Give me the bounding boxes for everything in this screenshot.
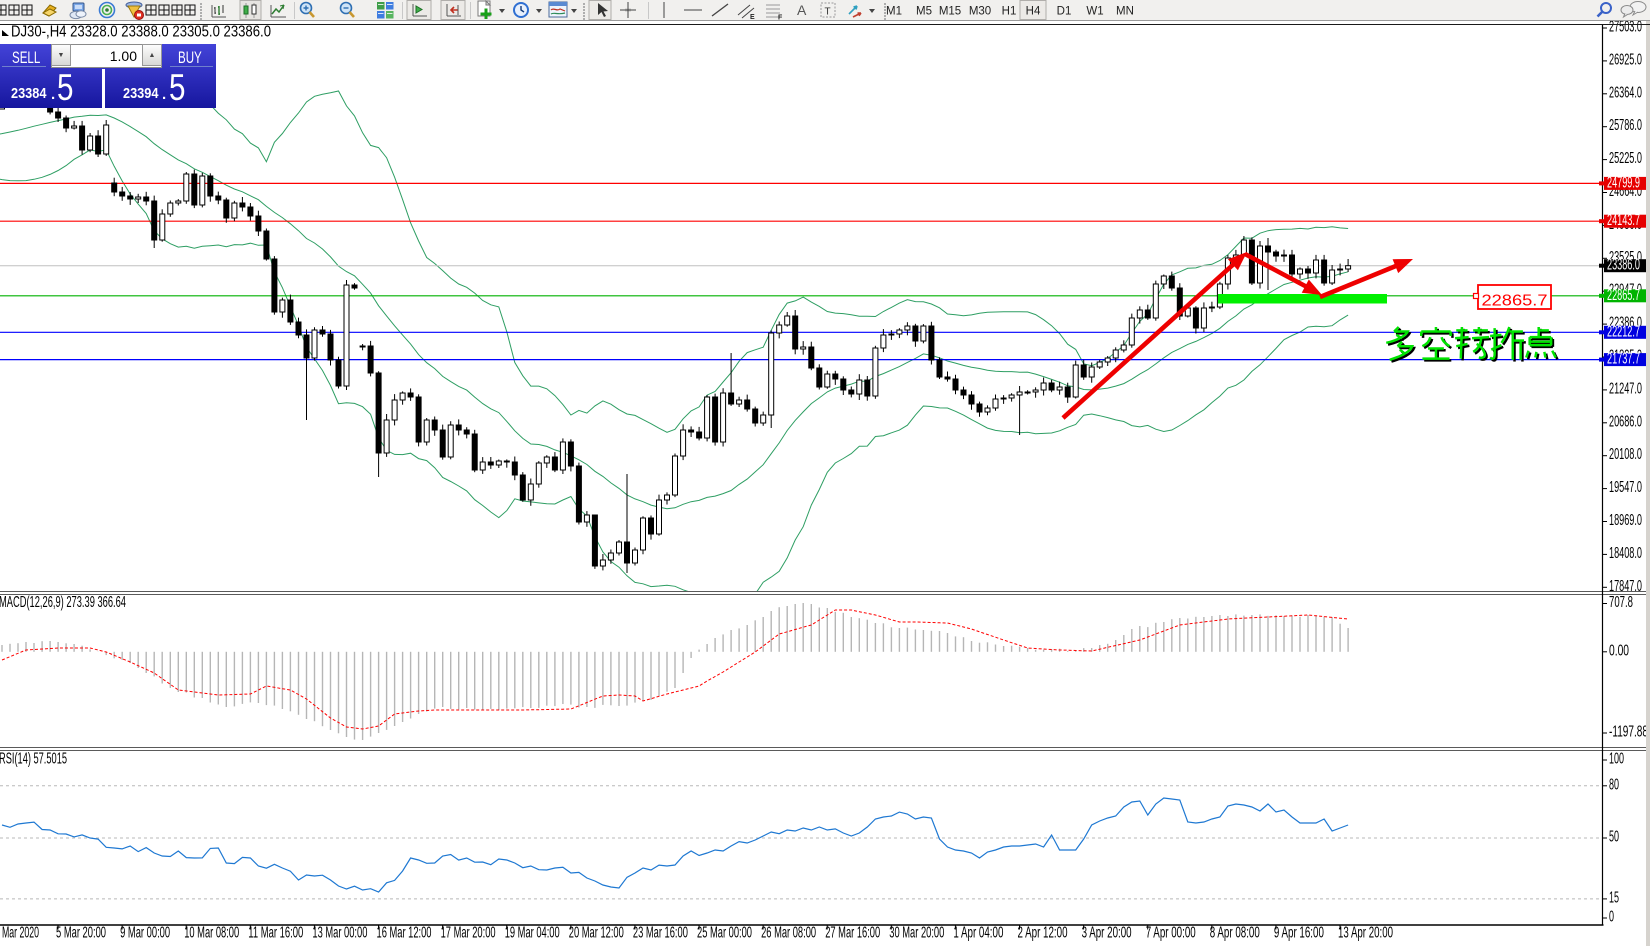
svg-text:MACD(12,26,9) 273.39 366.64: MACD(12,26,9) 273.39 366.64	[0, 594, 126, 611]
svg-text:27 Mar 16:00: 27 Mar 16:00	[825, 925, 880, 942]
svg-text:7 Apr 00:00: 7 Apr 00:00	[1146, 925, 1196, 942]
svg-text:24799.9: 24799.9	[1607, 174, 1640, 191]
svg-text:F: F	[778, 15, 783, 22]
svg-text:25 Mar 00:00: 25 Mar 00:00	[697, 925, 752, 942]
svg-text:E: E	[750, 14, 755, 21]
svg-text:707.8: 707.8	[1609, 594, 1633, 611]
svg-text:22212.7: 22212.7	[1607, 323, 1640, 340]
svg-text:1 Apr 04:00: 1 Apr 04:00	[953, 925, 1003, 942]
svg-text:21737.7: 21737.7	[1607, 351, 1640, 368]
svg-text:RSI(14) 57.5015: RSI(14) 57.5015	[0, 751, 67, 768]
svg-text:H4: H4	[1026, 6, 1041, 18]
svg-text:D1: D1	[1057, 6, 1072, 18]
svg-text:23386.0: 23386.0	[1607, 257, 1640, 274]
svg-text:23 Mar 16:00: 23 Mar 16:00	[633, 925, 688, 942]
svg-text:26364.0: 26364.0	[1609, 84, 1642, 101]
svg-text:8 Apr 08:00: 8 Apr 08:00	[1210, 925, 1260, 942]
svg-text:21247.0: 21247.0	[1609, 380, 1642, 397]
svg-text:M30: M30	[969, 6, 991, 18]
svg-text:10 Mar 08:00: 10 Mar 08:00	[184, 925, 239, 942]
svg-text:24143.7: 24143.7	[1607, 212, 1640, 229]
svg-text:W1: W1	[1086, 6, 1103, 18]
svg-text:20108.0: 20108.0	[1609, 446, 1642, 463]
svg-text:19 Mar 04:00: 19 Mar 04:00	[505, 925, 560, 942]
svg-text:0.00: 0.00	[1609, 642, 1629, 659]
svg-text:27503.0: 27503.0	[1609, 19, 1642, 36]
svg-text:M1: M1	[886, 6, 902, 18]
svg-text:15: 15	[1609, 889, 1619, 906]
svg-text:9 Mar 00:00: 9 Mar 00:00	[120, 925, 170, 942]
svg-text:DJ30-,H4 23328.0 23388.0 2330: DJ30-,H4 23328.0 23388.0 23305.0 23386.0	[11, 24, 271, 41]
svg-text:M15: M15	[939, 6, 961, 18]
svg-text:MN: MN	[1116, 6, 1134, 18]
svg-text:20686.0: 20686.0	[1609, 413, 1642, 430]
svg-text:80: 80	[1609, 776, 1619, 793]
svg-text:18969.0: 18969.0	[1609, 512, 1642, 529]
svg-text:17 Mar 20:00: 17 Mar 20:00	[441, 925, 496, 942]
svg-text:50: 50	[1609, 829, 1619, 846]
svg-text:5 Mar 20:00: 5 Mar 20:00	[56, 925, 106, 942]
svg-text:16 Mar 12:00: 16 Mar 12:00	[377, 925, 432, 942]
svg-text:30 Mar 20:00: 30 Mar 20:00	[889, 925, 944, 942]
svg-text:18408.0: 18408.0	[1609, 545, 1642, 562]
svg-text:Mar 2020: Mar 2020	[2, 925, 39, 942]
svg-text:22865.7: 22865.7	[1607, 287, 1640, 304]
svg-text:13 Apr 20:00: 13 Apr 20:00	[1338, 925, 1393, 942]
svg-text:20 Mar 12:00: 20 Mar 12:00	[569, 925, 624, 942]
svg-text:25786.0: 25786.0	[1609, 117, 1642, 134]
svg-text:13 Mar 00:00: 13 Mar 00:00	[312, 925, 367, 942]
svg-text:-1197.88: -1197.88	[1609, 724, 1648, 741]
svg-text:100: 100	[1609, 751, 1624, 768]
svg-text:26 Mar 08:00: 26 Mar 08:00	[761, 925, 816, 942]
svg-text:H1: H1	[1002, 6, 1017, 18]
svg-text:A: A	[797, 2, 807, 18]
svg-text:M5: M5	[916, 6, 932, 18]
svg-text:9 Apr 16:00: 9 Apr 16:00	[1274, 925, 1324, 942]
svg-text:2 Apr 12:00: 2 Apr 12:00	[1018, 925, 1068, 942]
svg-text:19547.0: 19547.0	[1609, 479, 1642, 496]
svg-text:3 Apr 20:00: 3 Apr 20:00	[1082, 925, 1132, 942]
svg-text:26925.0: 26925.0	[1609, 51, 1642, 68]
svg-text:25225.0: 25225.0	[1609, 150, 1642, 167]
svg-text:0: 0	[1609, 909, 1614, 926]
svg-text:22865.7: 22865.7	[1482, 293, 1548, 310]
svg-text:T: T	[825, 7, 831, 18]
svg-text:11 Mar 16:00: 11 Mar 16:00	[248, 925, 303, 942]
svg-text:17847.0: 17847.0	[1609, 578, 1642, 595]
